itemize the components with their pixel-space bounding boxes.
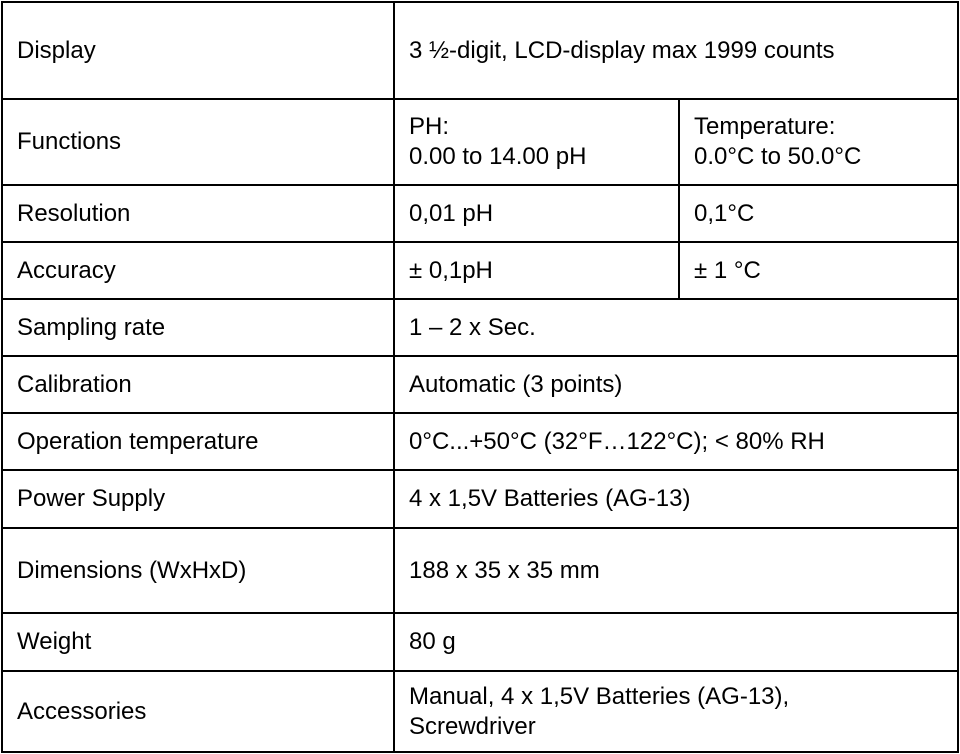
spec-value: 80 g	[393, 612, 959, 672]
spec-label: Dimensions (WxHxD)	[1, 527, 395, 614]
accessories-line-2: Screwdriver	[409, 712, 536, 740]
spec-label: Accuracy	[1, 241, 395, 300]
table-row-functions: Functions PH: 0.00 to 14.00 pH Temperatu…	[1, 98, 959, 186]
spec-label: Resolution	[1, 184, 395, 243]
table-row-accuracy: Accuracy ± 0,1pH ± 1 °C	[1, 241, 959, 300]
spec-label: Power Supply	[1, 469, 395, 529]
table-row-display: Display 3 ½-digit, LCD-display max 1999 …	[1, 1, 959, 100]
spec-value-temperature: ± 1 °C	[678, 241, 959, 300]
table-row-resolution: Resolution 0,01 pH 0,1°C	[1, 184, 959, 243]
spec-label: Display	[1, 1, 395, 100]
table-row-sampling-rate: Sampling rate 1 – 2 x Sec.	[1, 298, 959, 357]
spec-label: Accessories	[1, 670, 395, 753]
temperature-range: 0.0°C to 50.0°C	[694, 143, 862, 170]
accessories-line-1: Manual, 4 x 1,5V Batteries (AG-13),	[409, 682, 790, 710]
spec-value-temperature: 0,1°C	[678, 184, 959, 243]
spec-value-ph: ± 0,1pH	[393, 241, 680, 300]
spec-label: Operation temperature	[1, 412, 395, 471]
table-row-power-supply: Power Supply 4 x 1,5V Batteries (AG-13)	[1, 469, 959, 529]
spec-value: 4 x 1,5V Batteries (AG-13)	[393, 469, 959, 529]
spec-label: Functions	[1, 98, 395, 186]
table-row-weight: Weight 80 g	[1, 612, 959, 672]
spec-value-ph: 0,01 pH	[393, 184, 680, 243]
ph-title: PH:	[409, 113, 450, 140]
spec-value: 188 x 35 x 35 mm	[393, 527, 959, 614]
spec-value: 3 ½-digit, LCD-display max 1999 counts	[393, 1, 959, 100]
spec-value: Manual, 4 x 1,5V Batteries (AG-13), Scre…	[393, 670, 959, 753]
spec-label: Weight	[1, 612, 395, 672]
table-row-accessories: Accessories Manual, 4 x 1,5V Batteries (…	[1, 670, 959, 753]
table-row-calibration: Calibration Automatic (3 points)	[1, 355, 959, 414]
temperature-title: Temperature:	[694, 113, 836, 140]
spec-label: Calibration	[1, 355, 395, 414]
spec-value: Automatic (3 points)	[393, 355, 959, 414]
spec-value-ph: PH: 0.00 to 14.00 pH	[393, 98, 680, 186]
ph-range: 0.00 to 14.00 pH	[409, 143, 587, 170]
spec-value-temperature: Temperature: 0.0°C to 50.0°C	[678, 98, 959, 186]
table-row-dimensions: Dimensions (WxHxD) 188 x 35 x 35 mm	[1, 527, 959, 614]
spec-value: 0°C...+50°C (32°F…122°C); < 80% RH	[393, 412, 959, 471]
spec-value: 1 – 2 x Sec.	[393, 298, 959, 357]
table-row-operation-temperature: Operation temperature 0°C...+50°C (32°F……	[1, 412, 959, 471]
spec-label: Sampling rate	[1, 298, 395, 357]
